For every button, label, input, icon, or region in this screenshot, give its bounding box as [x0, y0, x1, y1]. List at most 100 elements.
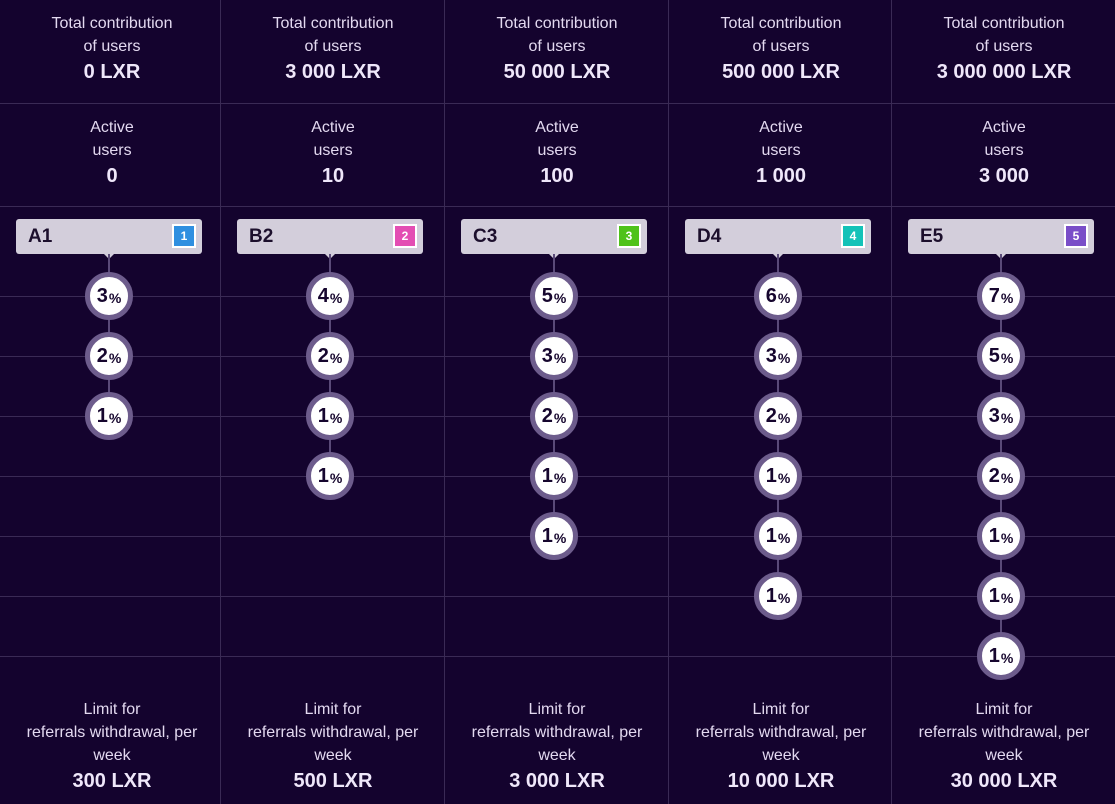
level-badge: 3 — [617, 224, 641, 248]
level-column-e5: Total contribution of users 3 000 000 LX… — [892, 0, 1115, 804]
percent-symbol: % — [1000, 649, 1014, 666]
percent-value: 5 — [541, 284, 553, 307]
active-users-value: 100 — [540, 165, 574, 187]
percent-symbol: % — [553, 409, 567, 426]
percent-symbol: % — [108, 289, 122, 306]
percent-value: 1 — [988, 524, 1000, 547]
percent-symbol: % — [329, 289, 343, 306]
level-column-d4: Total contribution of users 500 000 LXR … — [669, 0, 893, 804]
percent-value: 3 — [541, 344, 553, 367]
percent-circle: 1% — [754, 572, 802, 620]
percent-symbol: % — [329, 469, 343, 486]
active-users-value: 1 000 — [755, 165, 807, 187]
level-badge: 5 — [1064, 224, 1088, 248]
column-divider — [444, 0, 445, 804]
percent-value: 1 — [317, 464, 329, 487]
percent-circle: 3% — [754, 332, 802, 380]
percent-circle: 1% — [754, 512, 802, 560]
limit-label: Limit for referrals withdrawal, per week — [471, 701, 643, 764]
percent-symbol: % — [329, 409, 343, 426]
contribution-label: Total contribution of users — [51, 15, 173, 55]
percent-circle: 1% — [530, 512, 578, 560]
column-divider — [891, 0, 892, 804]
percent-circle: 2% — [977, 452, 1025, 500]
percent-circle: 2% — [85, 332, 133, 380]
percent-value: 1 — [96, 404, 108, 427]
active-users-label: Active users — [759, 119, 803, 159]
percent-symbol: % — [108, 409, 122, 426]
percent-value: 2 — [765, 404, 777, 427]
percent-symbol: % — [553, 529, 567, 546]
level-card-e5: E5 5 — [908, 219, 1094, 259]
percent-value: 3 — [988, 404, 1000, 427]
level-column-b2: Total contribution of users 3 000 LXR Ac… — [221, 0, 445, 804]
percent-value: 1 — [988, 584, 1000, 607]
percent-symbol: % — [553, 289, 567, 306]
active-users-label: Active users — [90, 119, 134, 159]
percent-value: 7 — [988, 284, 1000, 307]
limit-value: 300 LXR — [72, 770, 152, 792]
percent-value: 2 — [317, 344, 329, 367]
contribution-value: 0 LXR — [83, 61, 141, 83]
contribution-label: Total contribution of users — [943, 15, 1065, 55]
percent-circle: 7% — [977, 272, 1025, 320]
level-name: D4 — [697, 226, 722, 247]
percent-value: 1 — [765, 464, 777, 487]
percent-symbol: % — [553, 469, 567, 486]
percent-symbol: % — [108, 349, 122, 366]
contribution-label: Total contribution of users — [720, 15, 842, 55]
percent-circle: 3% — [85, 272, 133, 320]
contribution-value: 500 000 LXR — [722, 61, 840, 83]
percent-circle: 5% — [530, 272, 578, 320]
active-users-label: Active users — [311, 119, 355, 159]
percent-symbol: % — [1000, 589, 1014, 606]
level-card-a1: A1 1 — [16, 219, 202, 259]
percent-symbol: % — [777, 529, 791, 546]
active-users-value: 3 000 — [978, 165, 1030, 187]
percent-symbol: % — [777, 589, 791, 606]
contribution-value: 3 000 000 LXR — [936, 61, 1072, 83]
level-column-a1: Total contribution of users 0 LXR Active… — [0, 0, 224, 804]
level-card-d4: D4 4 — [685, 219, 871, 259]
column-divider — [220, 0, 221, 804]
percent-circle: 2% — [754, 392, 802, 440]
level-card-b2: B2 2 — [237, 219, 423, 259]
percent-circle: 1% — [754, 452, 802, 500]
percent-value: 1 — [765, 584, 777, 607]
contribution-label: Total contribution of users — [496, 15, 618, 55]
percent-symbol: % — [1000, 349, 1014, 366]
percent-symbol: % — [1000, 529, 1014, 546]
level-card-c3: C3 3 — [461, 219, 647, 259]
divider — [0, 206, 1115, 207]
percent-value: 1 — [988, 644, 1000, 667]
percent-value: 2 — [988, 464, 1000, 487]
percent-circle: 2% — [530, 392, 578, 440]
percent-symbol: % — [777, 409, 791, 426]
percent-circle: 1% — [977, 512, 1025, 560]
percent-circle: 1% — [306, 452, 354, 500]
active-users-label: Active users — [535, 119, 579, 159]
percent-circle: 6% — [754, 272, 802, 320]
percent-value: 3 — [96, 284, 108, 307]
percent-value: 1 — [317, 404, 329, 427]
contribution-value: 50 000 LXR — [503, 61, 611, 83]
limit-value: 500 LXR — [293, 770, 373, 792]
percent-symbol: % — [1000, 409, 1014, 426]
percent-circle: 5% — [977, 332, 1025, 380]
percent-symbol: % — [777, 349, 791, 366]
level-name: A1 — [28, 226, 53, 247]
percent-circle: 1% — [306, 392, 354, 440]
percent-value: 1 — [541, 524, 553, 547]
percent-circle: 2% — [306, 332, 354, 380]
percent-symbol: % — [553, 349, 567, 366]
divider — [0, 596, 1115, 597]
percent-symbol: % — [329, 349, 343, 366]
limit-label: Limit for referrals withdrawal, per week — [26, 701, 198, 764]
level-badge: 1 — [172, 224, 196, 248]
percent-value: 1 — [765, 524, 777, 547]
percent-circle: 1% — [530, 452, 578, 500]
percent-circle: 3% — [530, 332, 578, 380]
level-badge: 4 — [841, 224, 865, 248]
percent-symbol: % — [777, 289, 791, 306]
